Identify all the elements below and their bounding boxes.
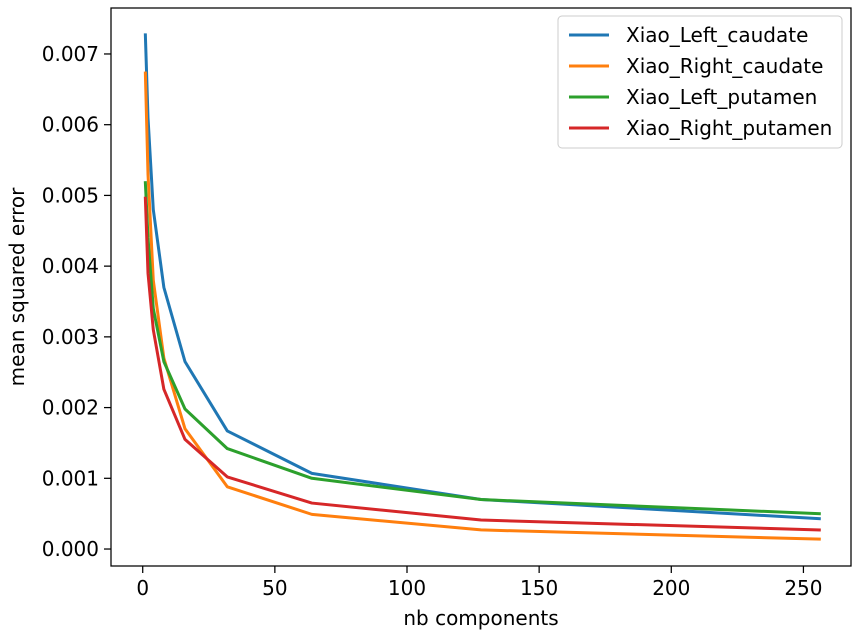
legend-box	[557, 15, 843, 149]
x-tick-label: 200	[652, 576, 690, 600]
y-tick-label: 0.001	[42, 466, 99, 490]
y-tick-label: 0.000	[42, 537, 99, 561]
legend-items: Xiao_Left_caudate Xiao_Right_caudate Xiao_…	[569, 23, 832, 140]
legend: Xiao_Left_caudate Xiao_Right_caudate Xiao_…	[557, 15, 843, 149]
x-tick-label: 100	[388, 576, 426, 600]
y-axis-ticks: 0.000 0.001 0.002 0.003 0.004 0.005 0.006 0.007	[42, 42, 111, 561]
y-tick-label: 0.005	[42, 183, 99, 207]
x-tick-label: 50	[262, 576, 287, 600]
series-line-1	[143, 33, 821, 521]
legend-label-4: Xiao_Right_putamen	[626, 116, 832, 140]
y-tick-label: 0.002	[42, 396, 99, 420]
series-layer	[143, 33, 821, 541]
series-line-4	[143, 196, 821, 532]
x-tick-label: 0	[136, 576, 149, 600]
plot-frame	[110, 7, 852, 567]
x-axis-label: nb components	[403, 606, 558, 630]
y-axis-label: mean squared error	[5, 187, 29, 386]
legend-label-1: Xiao_Left_caudate	[626, 23, 808, 47]
legend-label-3: Xiao_Left_putamen	[626, 85, 817, 109]
x-tick-label: 150	[520, 576, 558, 600]
series-line-3	[143, 181, 821, 516]
series-line-2	[143, 71, 821, 541]
x-tick-label: 250	[784, 576, 822, 600]
y-tick-label: 0.007	[42, 42, 99, 66]
y-tick-label: 0.006	[42, 113, 99, 137]
x-axis-ticks: 0 50 100 150 200 250	[136, 566, 823, 600]
y-tick-label: 0.003	[42, 325, 99, 349]
legend-label-2: Xiao_Right_caudate	[626, 54, 823, 78]
y-tick-label: 0.004	[42, 254, 99, 278]
